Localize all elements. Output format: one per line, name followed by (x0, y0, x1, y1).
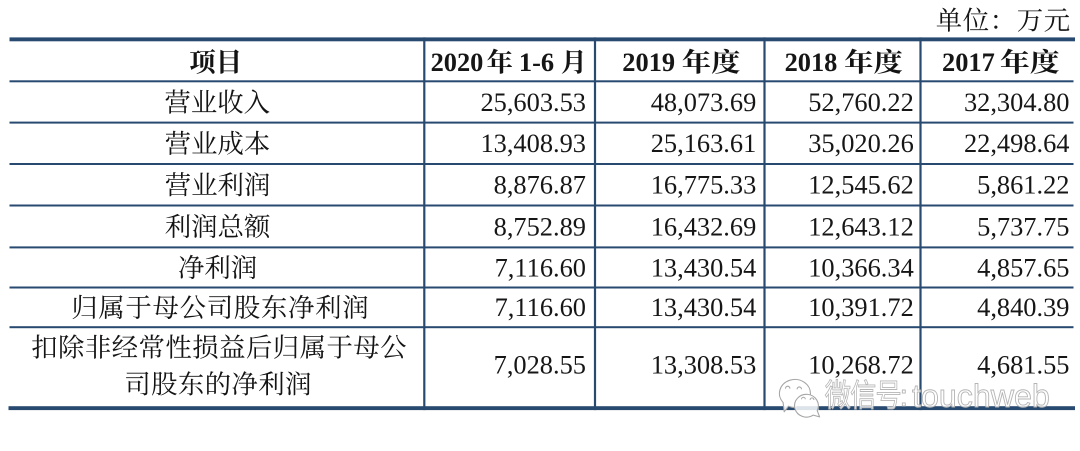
svg-text:8,876.87: 8,876.87 (494, 170, 586, 200)
svg-text:12,545.62: 12,545.62 (808, 170, 914, 200)
svg-text:7,116.60: 7,116.60 (495, 252, 586, 282)
svg-text:touchweb: touchweb (912, 378, 1050, 414)
svg-text:7,116.60: 7,116.60 (495, 292, 586, 322)
svg-text:25,163.61: 25,163.61 (651, 128, 757, 158)
svg-text:1-6: 1-6 (519, 47, 554, 77)
svg-text:52,760.22: 52,760.22 (808, 87, 914, 117)
svg-text:4,681.55: 4,681.55 (977, 350, 1069, 380)
svg-text:35,020.26: 35,020.26 (808, 128, 914, 158)
svg-text:16,775.33: 16,775.33 (651, 170, 757, 200)
svg-text:5,861.22: 5,861.22 (977, 170, 1069, 200)
svg-text:2020: 2020 (431, 47, 484, 77)
svg-text:4,857.65: 4,857.65 (977, 252, 1069, 282)
svg-text:10,366.34: 10,366.34 (808, 252, 914, 282)
svg-text:2017: 2017 (942, 47, 995, 77)
svg-text:22,498.64: 22,498.64 (964, 128, 1070, 158)
svg-text:12,643.12: 12,643.12 (808, 211, 914, 241)
svg-text:25,603.53: 25,603.53 (480, 87, 586, 117)
svg-text:13,430.54: 13,430.54 (651, 292, 757, 322)
svg-text:16,432.69: 16,432.69 (651, 211, 757, 241)
svg-text:2018: 2018 (785, 47, 838, 77)
svg-text:48,073.69: 48,073.69 (651, 87, 757, 117)
svg-text:10,268.72: 10,268.72 (808, 350, 914, 380)
svg-text:4,840.39: 4,840.39 (977, 292, 1069, 322)
svg-text::: : (900, 378, 909, 413)
svg-text:13,308.53: 13,308.53 (651, 350, 757, 380)
svg-text:13,430.54: 13,430.54 (651, 252, 757, 282)
svg-text:13,408.93: 13,408.93 (480, 128, 586, 158)
svg-text:10,391.72: 10,391.72 (808, 292, 914, 322)
svg-text:32,304.80: 32,304.80 (964, 87, 1070, 117)
svg-text:8,752.89: 8,752.89 (494, 211, 586, 241)
svg-text:5,737.75: 5,737.75 (977, 211, 1069, 241)
svg-text:7,028.55: 7,028.55 (494, 350, 586, 380)
svg-text:2019: 2019 (622, 47, 675, 77)
